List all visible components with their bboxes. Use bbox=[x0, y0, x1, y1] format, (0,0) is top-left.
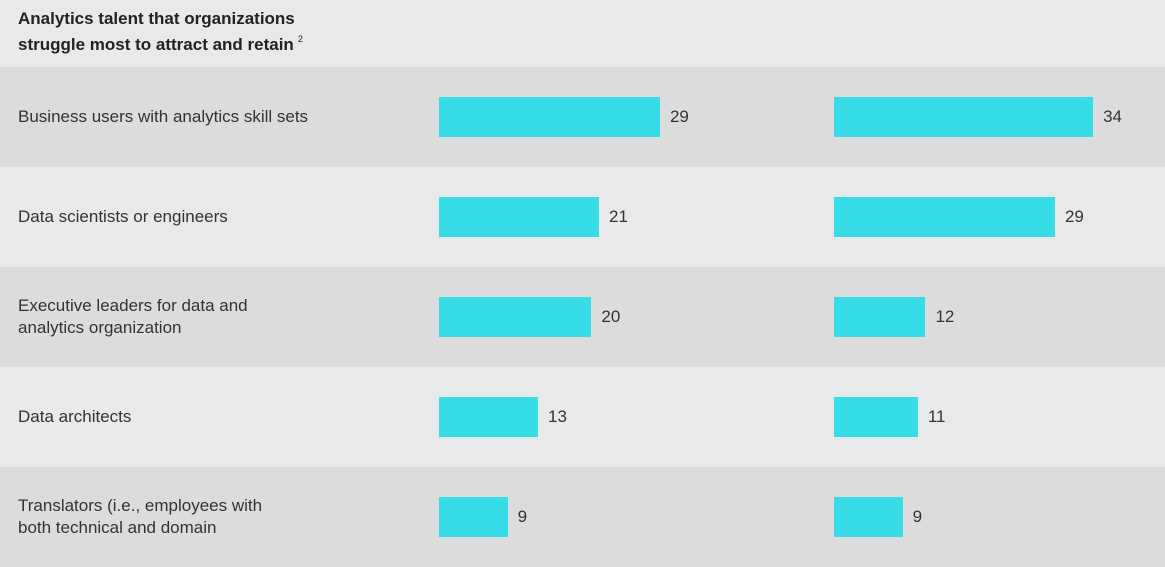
value-label: 9 bbox=[912, 507, 923, 526]
bar bbox=[834, 297, 926, 337]
value-label: 29 bbox=[669, 107, 689, 126]
title-text: Analytics talent that organizations stru… bbox=[18, 9, 295, 54]
bar bbox=[439, 197, 600, 237]
value-label: 20 bbox=[601, 307, 621, 326]
bar bbox=[439, 497, 508, 537]
value-label: 11 bbox=[927, 407, 946, 426]
row: Data scientists or engineers 21 29 bbox=[0, 167, 1165, 267]
bar bbox=[439, 397, 539, 437]
value-label: 13 bbox=[548, 407, 567, 426]
bar bbox=[834, 497, 903, 537]
value-label: 34 bbox=[1103, 107, 1122, 126]
bar bbox=[439, 97, 660, 137]
bar bbox=[834, 197, 1055, 237]
bar bbox=[439, 297, 592, 337]
chart-title: Analytics talent that organizations stru… bbox=[18, 8, 303, 55]
category-label: Executive leaders for data and analytics… bbox=[18, 296, 248, 337]
row: Translators (i.e., employees with both t… bbox=[0, 467, 1165, 567]
row: Executive leaders for data and analytics… bbox=[0, 267, 1165, 367]
value-label: 9 bbox=[517, 507, 528, 526]
bar bbox=[834, 397, 918, 437]
value-label: 21 bbox=[609, 207, 628, 226]
category-label: Data scientists or engineers bbox=[18, 207, 228, 226]
row: Business users with analytics skill sets… bbox=[0, 67, 1165, 167]
title-footnote: 2 bbox=[297, 34, 303, 44]
bar bbox=[834, 97, 1094, 137]
category-label: Data architects bbox=[18, 407, 132, 426]
category-label: Business users with analytics skill sets bbox=[18, 107, 309, 126]
category-label: Translators (i.e., employees with both t… bbox=[18, 496, 263, 537]
value-label: 29 bbox=[1064, 207, 1084, 226]
value-label: 12 bbox=[935, 307, 955, 326]
row: Data architects 13 11 bbox=[0, 367, 1165, 467]
